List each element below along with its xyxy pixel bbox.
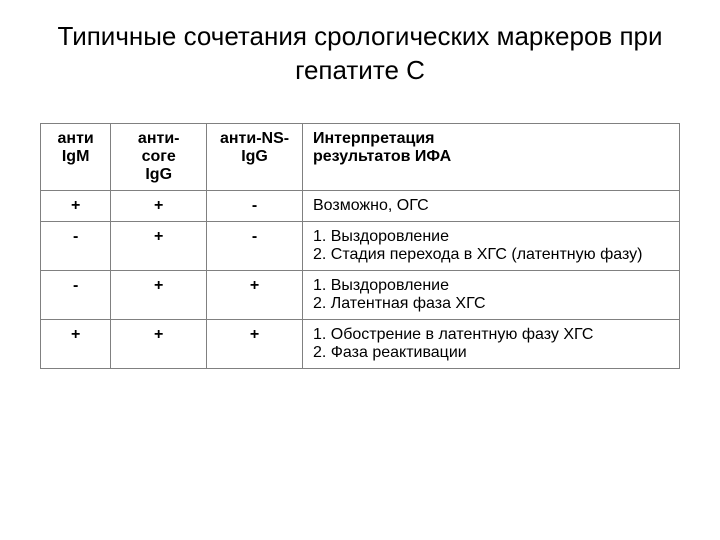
cell-interpretation: 1. Выздоровление2. Стадия перехода в ХГС… xyxy=(302,221,679,270)
table-row: - + + 1. Выздоровление2. Латентная фаза … xyxy=(41,270,680,319)
markers-table: анти IgM анти-соге IgG анти-NS- IgG Инте… xyxy=(40,123,680,369)
cell-ns-igg: - xyxy=(207,190,303,221)
col-header-core-igg: анти-соге IgG xyxy=(111,123,207,190)
cell-interpretation: Возможно, ОГС xyxy=(302,190,679,221)
table-header-row: анти IgM анти-соге IgG анти-NS- IgG Инте… xyxy=(41,123,680,190)
col-header-igm: анти IgM xyxy=(41,123,111,190)
table-row: + + + 1. Обострение в латентную фазу ХГС… xyxy=(41,319,680,368)
table-row: + + - Возможно, ОГС xyxy=(41,190,680,221)
cell-igm: + xyxy=(41,319,111,368)
table-row: - + - 1. Выздоровление2. Стадия перехода… xyxy=(41,221,680,270)
page-title: Типичные сочетания срологических маркеро… xyxy=(40,20,680,88)
cell-ns-igg: + xyxy=(207,319,303,368)
col-header-interpretation: Интерпретация результатов ИФА xyxy=(302,123,679,190)
cell-core-igg: + xyxy=(111,221,207,270)
cell-igm: + xyxy=(41,190,111,221)
cell-ns-igg: + xyxy=(207,270,303,319)
col-header-ns-igg: анти-NS- IgG xyxy=(207,123,303,190)
cell-interpretation: 1. Обострение в латентную фазу ХГС2. Фаз… xyxy=(302,319,679,368)
cell-interpretation: 1. Выздоровление2. Латентная фаза ХГС xyxy=(302,270,679,319)
cell-igm: - xyxy=(41,270,111,319)
cell-ns-igg: - xyxy=(207,221,303,270)
cell-core-igg: + xyxy=(111,190,207,221)
cell-core-igg: + xyxy=(111,270,207,319)
table-body: + + - Возможно, ОГС - + - 1. Выздоровлен… xyxy=(41,190,680,368)
cell-core-igg: + xyxy=(111,319,207,368)
cell-igm: - xyxy=(41,221,111,270)
